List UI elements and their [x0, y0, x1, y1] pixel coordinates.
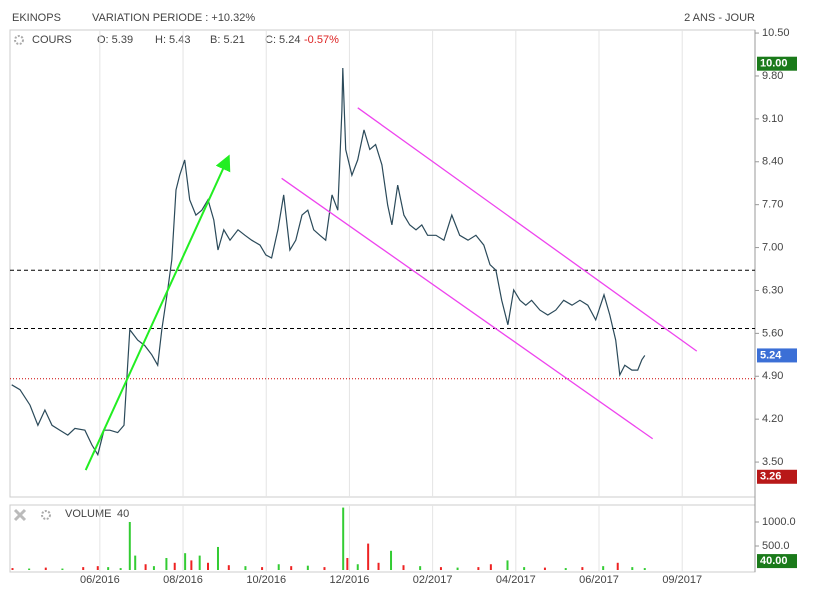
y-tick-label: 9.80 [762, 70, 783, 82]
x-tick-label: 08/2016 [163, 574, 203, 586]
legend-series: VOLUME [65, 508, 111, 520]
x-tick-label: 09/2017 [662, 574, 702, 586]
volume-bar [152, 566, 155, 570]
volume-bar [190, 560, 193, 570]
settings-icon[interactable] [14, 35, 24, 45]
y-tick-label: 3.50 [762, 456, 783, 468]
volume-bar [11, 568, 14, 570]
volume-bar [523, 567, 526, 570]
x-tick-label: 12/2016 [330, 574, 370, 586]
volume-bar [356, 564, 359, 570]
volume-bar [244, 566, 247, 570]
volume-bar [207, 562, 210, 570]
volume-bar [134, 555, 137, 570]
volume-bar [216, 546, 219, 570]
volume-bar [643, 568, 646, 570]
legend-high: H: 5.43 [155, 34, 190, 46]
volume-bar [119, 568, 122, 570]
legend-open: O: 5.39 [97, 34, 133, 46]
y-tick-label: 4.90 [762, 370, 783, 382]
legend-low: B: 5.21 [210, 34, 245, 46]
y-tick-label: 7.70 [762, 199, 783, 211]
volume-bar [184, 553, 187, 570]
volume-bar [506, 560, 509, 570]
trend-line [357, 107, 698, 352]
volume-bar [290, 566, 293, 570]
trend-line [84, 154, 231, 471]
y-tick-label: 4.20 [762, 413, 783, 425]
volume-bar [439, 567, 442, 570]
period-variation: VARIATION PERIODE : +10.32% [92, 12, 255, 24]
legend-change: -0.57% [304, 34, 339, 46]
volume-bar [456, 567, 459, 570]
x-tick-label: 10/2016 [246, 574, 286, 586]
volume-bar [564, 568, 567, 570]
y-tick-label: 5.60 [762, 327, 783, 339]
volume-bar [44, 567, 47, 570]
volume-bar [261, 567, 264, 570]
value-badge-label: 10.00 [760, 58, 788, 70]
volume-bar [82, 567, 85, 570]
volume-bar [28, 568, 31, 570]
volume-bar [173, 562, 176, 570]
value-badge [757, 348, 797, 363]
value-badge [757, 469, 797, 484]
volume-bar [477, 567, 480, 570]
volume-bar [306, 565, 309, 570]
volume-bar [165, 557, 168, 570]
volume-bar [581, 567, 584, 570]
volume-bar [402, 565, 405, 570]
legend-close: C: 5.24 [265, 34, 300, 46]
volume-bar [342, 507, 345, 570]
y-tick-label: 7.00 [762, 241, 783, 253]
volume-bar [543, 567, 546, 570]
period: 2 ANS - JOUR [684, 12, 755, 24]
volume-bar [323, 567, 326, 570]
y-tick-label: 1000.0 [762, 516, 796, 528]
value-badge [757, 56, 797, 71]
x-tick-label: 02/2017 [413, 574, 453, 586]
settings-icon[interactable] [41, 510, 51, 520]
value-badge-label: 3.26 [760, 471, 781, 483]
x-tick-label: 04/2017 [496, 574, 536, 586]
volume-bar [419, 566, 422, 570]
y-tick-label: 8.40 [762, 156, 783, 168]
legend-series: COURS [32, 34, 72, 46]
volume-bar [489, 564, 492, 570]
volume-bar [631, 567, 634, 570]
x-tick-label: 06/2016 [80, 574, 120, 586]
volume-bar [377, 562, 380, 570]
y-tick-label: 500.0 [762, 540, 790, 552]
value-badge [757, 554, 797, 569]
volume-bar [616, 562, 619, 570]
volume-bar [198, 555, 201, 570]
value-badge-label: 40.00 [760, 555, 788, 567]
y-tick-label: 6.30 [762, 284, 783, 296]
volume-bar [61, 568, 64, 570]
legend-value: 40 [117, 508, 129, 520]
volume-bar [367, 543, 370, 570]
volume-bar [96, 566, 99, 570]
x-tick-label: 06/2017 [579, 574, 619, 586]
y-tick-label: 9.10 [762, 113, 783, 125]
stock-name: EKINOPS [12, 12, 61, 24]
volume-bar [346, 557, 349, 570]
volume-bar [277, 564, 280, 570]
volume-bar [602, 566, 605, 570]
volume-bar [390, 550, 393, 570]
volume-bar [227, 565, 230, 570]
volume-bar [107, 567, 110, 570]
price-line [11, 67, 646, 457]
trend-line [281, 177, 654, 440]
volume-bar [128, 521, 131, 570]
close-icon[interactable] [13, 508, 27, 522]
value-badge-label: 5.24 [760, 349, 782, 361]
price-panel [9, 29, 756, 498]
volume-bar [144, 564, 147, 570]
y-tick-label: 10.50 [762, 27, 790, 39]
